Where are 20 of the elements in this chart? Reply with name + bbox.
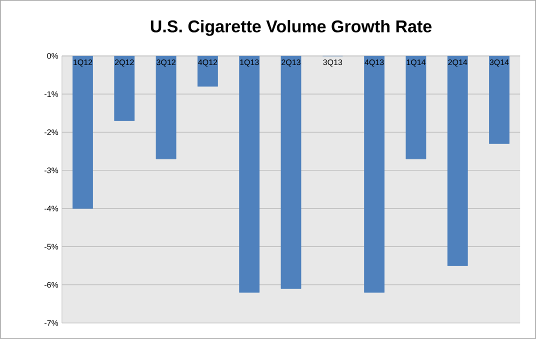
y-tick-label: -6%: [44, 282, 58, 288]
y-tick-label: -2%: [44, 129, 58, 136]
x-tick-label: 1Q12: [74, 60, 92, 67]
y-tick-label: -7%: [44, 320, 58, 326]
x-tick-label: 3Q14: [490, 60, 509, 67]
y-tick-label: -4%: [44, 206, 58, 212]
y-tick-label: -1%: [44, 91, 58, 97]
chart-title: U.S. Cigarette Volume Growth Rate: [150, 20, 432, 36]
y-tick-label: -5%: [44, 244, 58, 250]
x-tick-label: 3Q12: [156, 60, 176, 67]
x-tick-label: 2Q13: [282, 60, 300, 67]
x-tick-label: 4Q13: [364, 60, 384, 67]
x-tick-label: 4Q12: [198, 60, 218, 67]
y-tick-label: -3%: [44, 168, 58, 174]
x-tick-label: 2Q12: [115, 60, 134, 67]
x-tick-label: 2Q14: [448, 60, 468, 67]
x-tick-label: 1Q13: [240, 60, 259, 67]
y-tick-label: 0%: [47, 53, 58, 59]
x-tick-label: 1Q14: [406, 60, 426, 67]
x-tick-label: 3Q13: [323, 60, 342, 67]
